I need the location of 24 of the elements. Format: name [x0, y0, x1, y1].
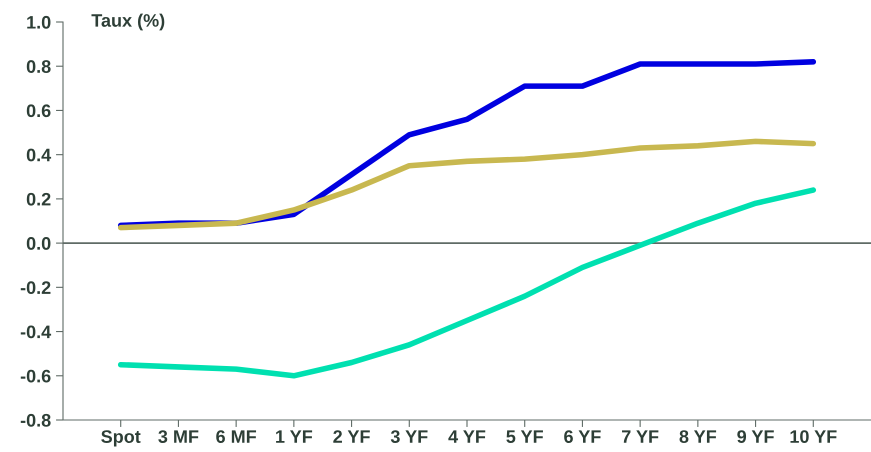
- x-tick-label: 4 YF: [448, 430, 486, 443]
- x-tick-label: 3 MF: [158, 430, 198, 444]
- y-tick-label: 0.2: [26, 192, 50, 206]
- x-tick-label: 6 YF: [564, 430, 601, 443]
- x-tick-label: 2 YF: [333, 430, 370, 443]
- y-tick-label: 0.6: [26, 104, 51, 118]
- x-tick-label: 1 YF: [276, 430, 312, 443]
- x-tick-label: 8 YF: [680, 430, 716, 443]
- y-tick-label: -0.2: [20, 281, 50, 294]
- y-tick-label: -0.6: [20, 370, 51, 382]
- x-tick-label: 5 YF: [506, 430, 543, 443]
- y-tick-label: 1.0: [27, 16, 50, 29]
- y-tick-label: 0.4: [26, 148, 52, 162]
- x-tick-label: 6 MF: [216, 430, 256, 443]
- y-tick-label: -0.8: [20, 414, 51, 427]
- x-tick-label: Spot: [101, 430, 141, 447]
- y-axis-title: Taux (%): [91, 14, 164, 30]
- x-tick-label: 10 YF: [790, 430, 837, 443]
- y-tick-label: 0.8: [26, 60, 51, 73]
- y-tick-label: -0.4: [20, 325, 52, 338]
- x-tick-label: 9 YF: [737, 430, 774, 443]
- x-tick-label: 3 YF: [390, 430, 428, 444]
- x-tick-label: 7 YF: [622, 430, 658, 443]
- y-tick-label: 0.0: [26, 237, 50, 250]
